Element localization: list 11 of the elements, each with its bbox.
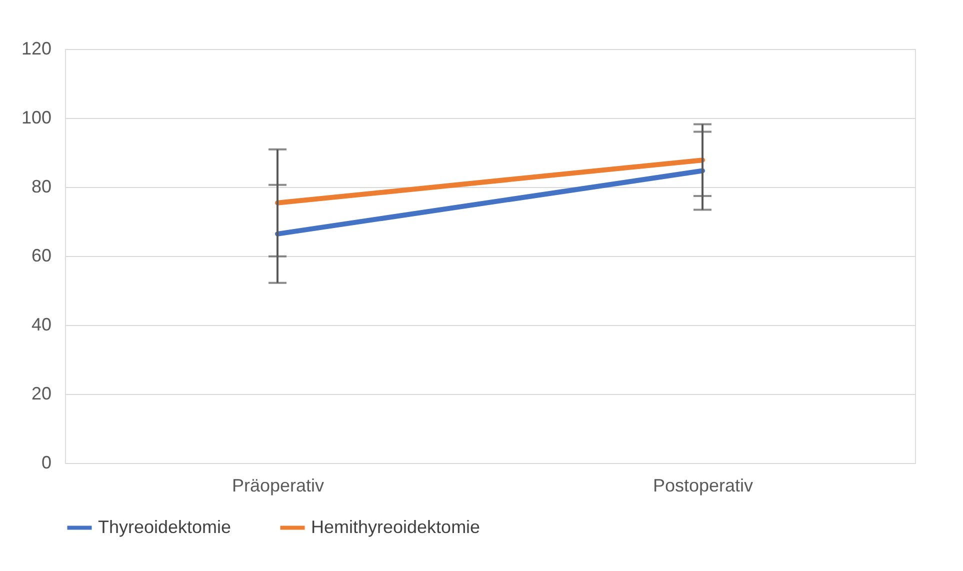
y-tick-label: 100 xyxy=(21,108,52,128)
legend-label: Thyreoidektomie xyxy=(98,516,232,537)
y-tick-label: 0 xyxy=(41,452,52,472)
y-tick-label: 120 xyxy=(21,38,52,58)
legend-label: Hemithyreoidektomie xyxy=(311,516,480,537)
x-tick-label: Präoperativ xyxy=(232,476,324,496)
x-tick-label: Postoperativ xyxy=(652,476,754,496)
y-tick-label: 20 xyxy=(31,384,52,404)
y-tick-label: 60 xyxy=(31,246,52,266)
y-tick-label: 40 xyxy=(31,314,52,334)
y-tick-label: 80 xyxy=(31,176,52,196)
